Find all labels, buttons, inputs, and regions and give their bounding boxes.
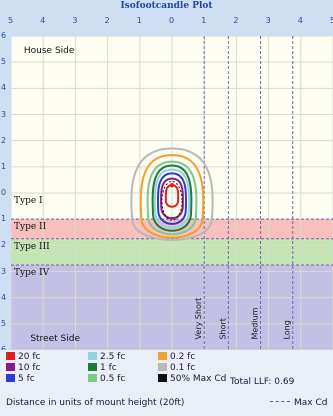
type-label-3: Type III [14,242,50,252]
legend: 20 fc 2.5 fc 0.2 fc 10 fc 1 fc 0.1 fc 5 fc 0.5 … [0,350,333,416]
legend-swatch [88,352,97,360]
y-tick-label: 5 [1,318,7,328]
chart-title: Isofootcandle Plot [0,0,333,12]
legend-label: 2.5 fc [100,352,126,362]
x-tick-label: 4 [40,16,46,25]
x-tick-label: 1 [201,16,207,25]
y-tick-labels: 6 5 4 3 2 1 0 1 2 3 4 5 6 [0,31,11,354]
y-tick-label: 4 [1,83,7,93]
legend-label: 0.1 fc [170,363,196,373]
max-cd-key: Max Cd [270,398,327,408]
contour-5-fc [156,172,188,225]
legend-item: 2.5 fc [88,352,125,362]
y-tick-label: 3 [1,109,7,119]
legend-swatch [6,374,15,382]
legend-swatch [6,363,15,371]
x-tick-label: 3 [265,16,271,25]
legend-swatch [158,374,167,382]
legend-item: 1 fc [88,363,117,373]
lateral-label-4: Long [283,320,292,339]
x-axis-label: Distance in units of mount height (20ft) [6,398,185,408]
x-tick-label: 2 [104,16,110,25]
total-llf: Total LLF: 0.69 [230,377,295,387]
contour-0-5-fc [146,160,198,236]
y-tick-label: 3 [1,266,7,276]
legend-item: 5 fc [6,374,35,384]
x-tick-label: 3 [72,16,78,25]
x-tick-label: 0 [169,16,175,25]
type-label-1: Type I [14,196,43,206]
legend-label: 5 fc [18,374,35,384]
lateral-label-1: Very Short [194,298,203,340]
y-tick-label: 4 [1,292,7,302]
street-side-label: Street Side [30,334,80,344]
contour-1-fc [151,164,193,232]
legend-swatch [158,352,167,360]
max-point [169,182,175,188]
legend-item: 50% Max Cd [158,374,226,384]
y-tick-label: 6 [1,345,6,354]
legend-item: 20 fc [6,352,40,362]
legend-label: 10 fc [18,363,41,373]
contour-0-1-fc [130,147,214,241]
y-tick-label: 2 [1,135,7,145]
legend-label: 50% Max Cd [170,374,227,384]
x-tick-labels: 5 4 3 2 1 0 1 2 3 4 5 [0,12,333,36]
legend-label: 0.2 fc [170,352,196,362]
legend-label: 20 fc [18,352,41,362]
legend-item: 0.5 fc [88,374,125,384]
x-tick-label: 5 [8,16,14,25]
contour-2-5-fc [153,168,191,229]
max-cd-label: Max Cd [294,398,328,408]
max-cd-outline [161,180,183,221]
legend-swatch [6,352,15,360]
legend-swatch [88,374,97,382]
legend-item: 0.2 fc [158,352,195,362]
x-tick-label: 2 [233,16,239,25]
x-tick-label: 1 [136,16,142,25]
type-label-4: Type IV [14,268,50,278]
x-tick-label: 5 [330,16,333,25]
y-tick-label: 5 [1,57,7,67]
legend-item: 0.1 fc [158,363,195,373]
y-tick-label: 1 [1,214,7,224]
legend-item: 10 fc [6,363,40,373]
y-tick-label: 2 [1,240,7,250]
x-tick-label: 4 [297,16,303,25]
contour-10-fc [160,177,184,220]
legend-label: 1 fc [100,363,117,373]
plot-area: Very Short Short Medium Long House Side Stree… [11,36,333,350]
max-cd-dash [270,401,290,402]
lateral-label-3: Medium [251,307,260,339]
legend-swatch [88,363,97,371]
y-tick-label: 6 [1,31,7,40]
type-label-2: Type II [14,222,47,232]
lateral-label-2: Short [218,318,227,339]
house-side-label: House Side [24,46,75,56]
y-tick-label: 0 [1,188,7,197]
legend-label: 0.5 fc [100,374,126,384]
contour-0-2-fc [139,154,205,239]
legend-swatch [158,363,167,371]
y-tick-label: 1 [1,161,7,171]
contour-20-fc [164,184,180,208]
